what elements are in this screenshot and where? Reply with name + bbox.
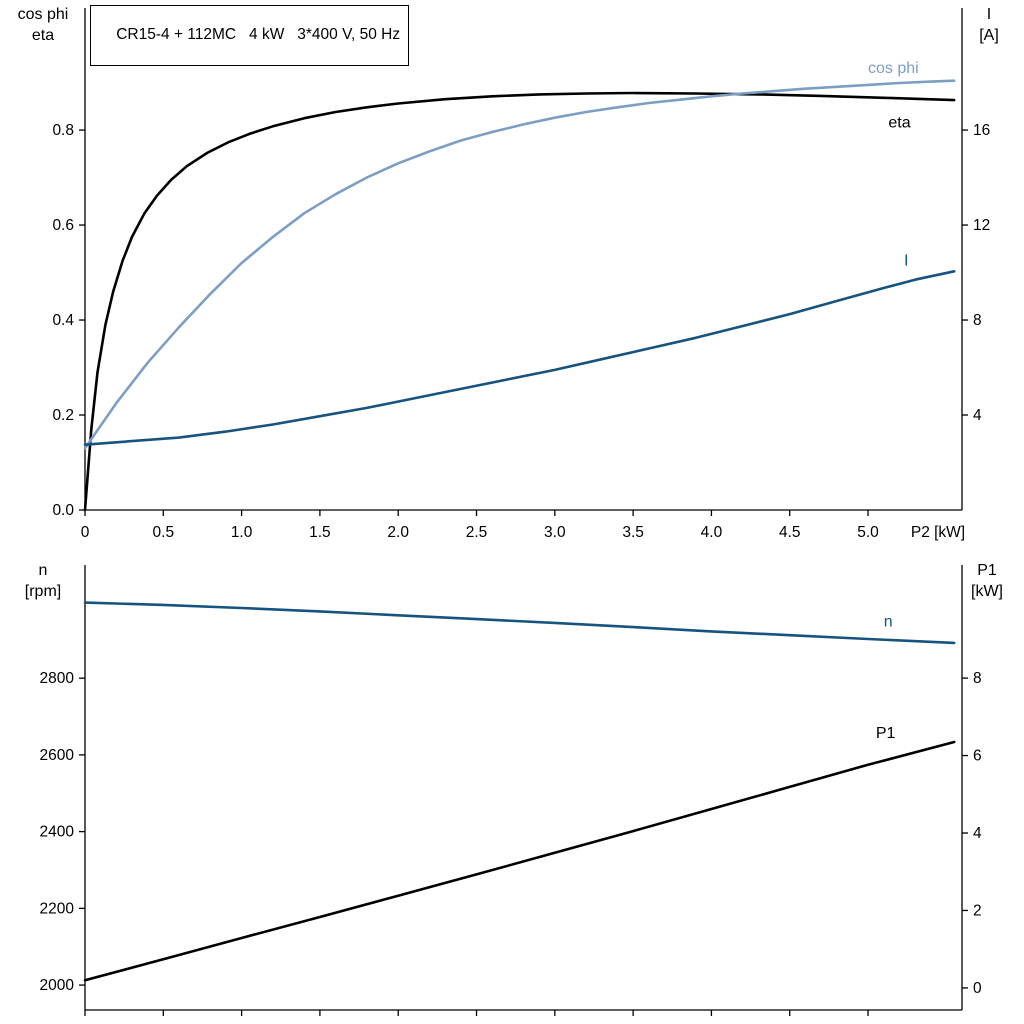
curve-label-cos-phi: cos phi — [868, 60, 919, 77]
right-tick-label: 4 — [973, 407, 982, 424]
top-left-axis-header-line2: eta — [31, 27, 55, 44]
curve-cos-phi — [83, 79, 956, 450]
x-tick-label: 0 — [81, 524, 90, 541]
curve-p1 — [83, 740, 956, 982]
right-tick-label: 2 — [973, 902, 982, 919]
x-tick-label: 5.0 — [857, 524, 879, 541]
x-tick-label: 2.0 — [387, 524, 409, 541]
curve-i — [83, 270, 956, 446]
bottom-left-axis-header-line2: [rpm] — [24, 583, 62, 600]
right-tick-label: 16 — [973, 122, 990, 139]
chart-1-left-axis-ticks: 2000 2200 2400 2600 2800 — [40, 670, 85, 994]
bottom-right-axis-header-line1: P1 — [977, 562, 997, 579]
left-tick-label: 0.2 — [52, 407, 74, 424]
chart-0-axes — [84, 8, 963, 511]
chart-1-axes — [84, 565, 963, 1011]
chart-1-x-axis-ticks — [84, 1010, 869, 1016]
x-tick-label: 4.0 — [701, 524, 723, 541]
x-tick-label: 2.5 — [466, 524, 488, 541]
chart-title: CR15-4 + 112MC 4 kW 3*400 V, 50 Hz — [116, 26, 401, 43]
bottom-right-axis-header-line2: [kW] — [971, 583, 1003, 600]
curve-label-i: I — [904, 252, 908, 269]
left-tick-label: 2800 — [40, 670, 75, 687]
left-tick-label: 0.8 — [52, 122, 74, 139]
curve-n — [83, 601, 956, 645]
x-axis-title: P2 [kW] — [911, 524, 965, 541]
top-right-axis-header-line2: [A] — [979, 27, 999, 44]
curve-label-eta: eta — [888, 115, 910, 132]
x-tick-label: 1.0 — [231, 524, 253, 541]
curve-eta — [83, 91, 956, 512]
bottom-left-axis-header-line1: n — [38, 562, 48, 579]
right-tick-label: 0 — [973, 980, 982, 997]
top-left-axis-header-line1: cos phi — [17, 6, 69, 23]
left-tick-label: 2000 — [40, 977, 75, 994]
left-tick-label: 2400 — [40, 824, 75, 841]
top-right-axis-header-line1: I — [986, 6, 992, 23]
curve-label-n: n — [884, 613, 893, 630]
top-right-axis-header: I [A] — [962, 4, 1016, 46]
left-tick-label: 0.4 — [52, 312, 74, 329]
chart-0-right-axis-ticks: 4 8 12 16 — [962, 122, 990, 424]
x-tick-label: 4.5 — [779, 524, 801, 541]
right-tick-label: 4 — [973, 825, 982, 842]
top-left-axis-header: cos phi eta — [6, 4, 80, 46]
chart-0-x-axis-ticks: 0 0.5 1.0 1.5 2.0 2.5 3.0 3.5 4.0 4.5 5.0 P2 [kW] — [81, 510, 965, 541]
x-tick-label: 1.5 — [309, 524, 331, 541]
chart-0: 0 0.5 1.0 1.5 2.0 2.5 3.0 3.5 4.0 4.5 5.0 P2 [kW] 0.… — [52, 8, 990, 541]
x-tick-label: 0.5 — [153, 524, 175, 541]
right-tick-label: 6 — [973, 748, 982, 765]
chart-1: 2000 2200 2400 2600 2800 0 2 4 6 8 n P1 — [40, 565, 982, 1016]
bottom-right-axis-header: P1 [kW] — [958, 560, 1016, 602]
bottom-left-axis-header: n [rpm] — [6, 560, 80, 602]
x-tick-label: 3.0 — [544, 524, 566, 541]
left-tick-label: 0.0 — [52, 502, 74, 519]
chart-0-left-axis-ticks: 0.0 0.2 0.4 0.6 0.8 — [52, 122, 85, 519]
x-tick-label: 3.5 — [622, 524, 644, 541]
curve-label-p1: P1 — [876, 725, 896, 742]
chart-1-right-axis-ticks: 0 2 4 6 8 — [962, 670, 982, 997]
left-tick-label: 2600 — [40, 747, 75, 764]
right-tick-label: 8 — [973, 670, 982, 687]
left-tick-label: 2200 — [40, 900, 75, 917]
right-tick-label: 8 — [973, 312, 982, 329]
left-tick-label: 0.6 — [52, 217, 74, 234]
chart-title-box: CR15-4 + 112MC 4 kW 3*400 V, 50 Hz — [90, 5, 410, 66]
right-tick-label: 12 — [973, 217, 990, 234]
